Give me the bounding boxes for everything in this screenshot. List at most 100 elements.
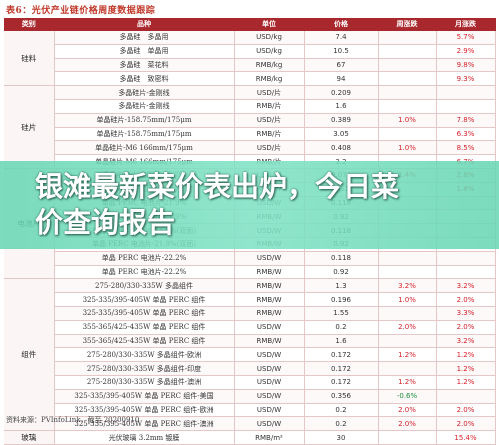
table-row: 硅片 多晶硅片-金刚线 USD/片 0.209 (4, 85, 496, 169)
unit-cell: USD/片 (234, 113, 305, 128)
monthly-change-cell: 2.0% (436, 403, 496, 418)
unit-cell: RMB/片 (234, 127, 305, 142)
monthly-change-cell: 2.0% (436, 416, 496, 432)
weekly-change-cell (378, 99, 437, 114)
unit-cell: USD/W (234, 320, 305, 335)
price-cell: 1.6 (304, 334, 379, 349)
product-cell: 325-335/395-405W 单晶 PERC 组件-美国 (54, 389, 235, 404)
price-cell: 0.172 (304, 375, 379, 390)
monthly-change-cell: 3.2% (436, 334, 496, 349)
banner-line-1: 银滩最新菜价表出炉，今日菜 (35, 170, 400, 203)
unit-cell: RMB/m² (234, 430, 305, 445)
table-row: 多晶硅片-金刚线 RMB/片 1.6 (4, 99, 496, 114)
category-cell: 硅料 (4, 30, 55, 87)
product-cell: 单晶硅片-M6 166mm/175μm (54, 140, 235, 156)
price-cell: 1.55 (304, 306, 379, 321)
monthly-change-cell: 1.2% (436, 347, 496, 363)
price-cell: 1.3 (304, 278, 379, 294)
header-product: 品种 (54, 18, 235, 31)
weekly-change-cell (378, 251, 437, 266)
monthly-change-cell: 6.3% (436, 127, 496, 142)
weekly-change-cell (378, 127, 437, 142)
product-cell: 355-365/425-435W 单晶 PERC 组件 (54, 334, 235, 349)
price-cell: 0.389 (304, 113, 379, 128)
weekly-change-cell: 2.0% (378, 403, 437, 418)
unit-cell: USD/kg (234, 30, 305, 45)
table-row: 组件 275-280/330-335W 多晶组件 RMB/W 1.3 3.2% 3.2% (4, 278, 496, 432)
table-row: 单晶硅片-158.75mm/175μm RMB/片 3.05 6.3% (4, 127, 496, 142)
price-cell: 0.209 (304, 85, 379, 100)
weekly-change-cell (378, 71, 437, 87)
product-cell: 单晶 PERC 电池片-22.2% (54, 251, 235, 266)
banner-overlay (0, 161, 499, 249)
product-cell: 325-335/395-405W 单晶 PERC 组件 (54, 292, 235, 307)
price-cell: 0.118 (304, 251, 379, 266)
unit-cell: USD/片 (234, 85, 305, 100)
product-cell: 多晶硅 多晶用 (54, 30, 235, 45)
monthly-change-cell: 1.2% (436, 361, 496, 376)
price-cell: 10.5 (304, 44, 379, 59)
weekly-change-cell: 2.0% (378, 320, 437, 335)
header-unit: 单位 (234, 18, 305, 31)
monthly-change-cell (436, 251, 496, 266)
unit-cell: USD/W (234, 361, 305, 376)
table-row: 325-335/395-405W 单晶 PERC 组件 RMB/W 0.196 1.0… (4, 292, 496, 307)
monthly-change-cell: 2.0% (436, 292, 496, 307)
unit-cell: USD/W (234, 403, 305, 418)
weekly-change-cell: 1.2% (378, 375, 437, 390)
monthly-change-cell: 1.2% (436, 375, 496, 390)
weekly-change-cell (378, 306, 437, 321)
product-cell: 275-280/330-335W 多晶组件-欧洲 (54, 347, 235, 363)
product-cell: 325-335/395-405W 单晶 PERC 组件 (54, 306, 235, 321)
table-row: 325-335/395-405W 单晶 PERC 组件-美国 USD/W 0.356… (4, 389, 496, 404)
price-cell: 3.05 (304, 127, 379, 142)
monthly-change-cell: 15.4% (436, 430, 496, 445)
unit-cell: RMB/W (234, 306, 305, 321)
price-cell: 1.6 (304, 99, 379, 114)
table-header-row: 类别 品种 单位 价格 周涨跌 月涨跌 (4, 18, 496, 31)
source-note: 资料来源：PVInfoLink，截至 20200910 (6, 416, 140, 424)
table-row: 单晶 PERC 电池片-22.2% RMB/W 0.92 (4, 265, 496, 280)
weekly-change-cell: 1.0% (378, 292, 437, 307)
price-cell: 0.196 (304, 292, 379, 307)
weekly-change-cell: 1.0% (378, 113, 437, 128)
weekly-change-cell (378, 430, 437, 445)
category-cell: 组件 (4, 278, 55, 432)
unit-cell: RMB/片 (234, 99, 305, 114)
weekly-change-cell (378, 30, 437, 45)
monthly-change-cell: 9.3% (436, 71, 496, 87)
banner-headline[interactable]: 银滩最新菜价表出炉，今日菜 价查询报告 (35, 169, 475, 241)
product-cell: 275-280/330-335W 多晶组件-澳洲 (54, 375, 235, 390)
category-cell: 硅片 (4, 85, 55, 169)
product-cell: 多晶硅 单晶用 (54, 44, 235, 59)
monthly-change-cell: 2.9% (436, 44, 496, 59)
table-row: 275-280/330-335W 多晶组件-澳洲 USD/W 0.172 1.2% 1.… (4, 375, 496, 390)
monthly-change-cell (436, 265, 496, 280)
table-row: 325-335/395-405W 单晶 PERC 组件 RMB/W 1.55 3.3% (4, 306, 496, 321)
monthly-change-cell (436, 85, 496, 100)
product-cell: 多晶硅 菜花料 (54, 58, 235, 73)
header-category: 类别 (4, 18, 55, 31)
monthly-change-cell: 7.8% (436, 113, 496, 128)
monthly-change-cell: 8.5% (436, 140, 496, 156)
unit-cell: USD/W (234, 389, 305, 404)
unit-cell: USD/W (234, 251, 305, 266)
product-cell: 多晶硅 致密料 (54, 71, 235, 87)
price-cell: 0.2 (304, 320, 379, 335)
product-cell: 单晶硅片-158.75mm/175μm (54, 113, 235, 128)
unit-cell: RMB/W (234, 292, 305, 307)
table-row: 单晶 PERC 电池片-22.2% USD/W 0.118 (4, 251, 496, 266)
weekly-change-cell (378, 334, 437, 349)
price-cell: 30 (304, 430, 379, 445)
table-row: 玻璃 光伏玻璃 3.2mm 镀膜 RMB/m² 30 15.4% (4, 430, 496, 445)
monthly-change-cell: 9.8% (436, 58, 496, 73)
product-cell: 275-280/330-335W 多晶组件 (54, 278, 235, 294)
price-cell: 0.2 (304, 403, 379, 418)
table-row: 单晶硅片-M6 166mm/175μm USD/片 0.408 1.0% 8.5% (4, 140, 496, 156)
price-cell: 67 (304, 58, 379, 73)
table-row: 单晶硅片-158.75mm/175μm USD/片 0.389 1.0% 7.8% (4, 113, 496, 128)
product-cell: 325-335/395-405W 单晶 PERC 组件-欧洲 (54, 403, 235, 418)
weekly-change-cell: 3.2% (378, 278, 437, 294)
unit-cell: RMB/W (234, 278, 305, 294)
weekly-change-cell (378, 58, 437, 73)
